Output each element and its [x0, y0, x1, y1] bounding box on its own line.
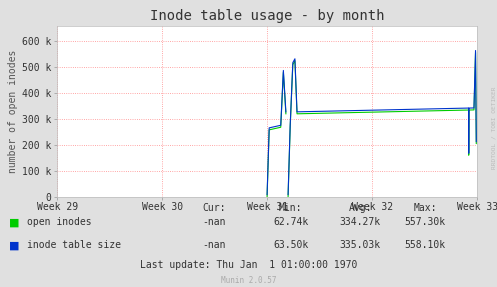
- Text: 62.74k: 62.74k: [273, 218, 308, 227]
- Text: inode table size: inode table size: [27, 241, 121, 250]
- Text: 335.03k: 335.03k: [340, 241, 381, 250]
- Text: ■: ■: [9, 218, 19, 227]
- Y-axis label: number of open inodes: number of open inodes: [8, 50, 18, 173]
- Text: Min:: Min:: [279, 203, 303, 213]
- Text: RRDTOOL / TOBI OETIKER: RRDTOOL / TOBI OETIKER: [491, 86, 496, 168]
- Text: 557.30k: 557.30k: [405, 218, 445, 227]
- Text: Munin 2.0.57: Munin 2.0.57: [221, 276, 276, 285]
- Text: 334.27k: 334.27k: [340, 218, 381, 227]
- Text: 558.10k: 558.10k: [405, 241, 445, 250]
- Text: Avg:: Avg:: [348, 203, 372, 213]
- Text: -nan: -nan: [202, 218, 226, 227]
- Text: Max:: Max:: [413, 203, 437, 213]
- Text: 63.50k: 63.50k: [273, 241, 308, 250]
- Text: open inodes: open inodes: [27, 218, 92, 227]
- Title: Inode table usage - by month: Inode table usage - by month: [150, 9, 384, 23]
- Text: Last update: Thu Jan  1 01:00:00 1970: Last update: Thu Jan 1 01:00:00 1970: [140, 261, 357, 270]
- Text: Cur:: Cur:: [202, 203, 226, 213]
- Text: ■: ■: [9, 241, 19, 250]
- Text: -nan: -nan: [202, 241, 226, 250]
